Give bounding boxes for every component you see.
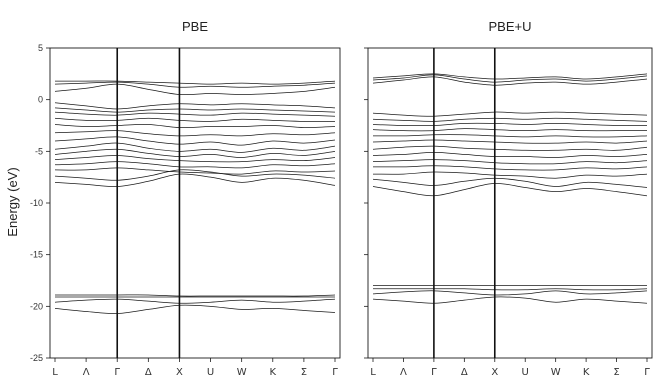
band-line-14 [372, 171, 648, 179]
x-tick-label-k: K [583, 367, 590, 378]
x-tick-label-gamma: Γ [332, 367, 338, 378]
band-line-3 [372, 76, 648, 86]
x-tick-label-gamma: Γ [644, 367, 650, 378]
x-tick-label-gamma: Γ [114, 367, 120, 378]
x-tick-label-l: L [370, 367, 376, 378]
band-line-16 [372, 182, 648, 197]
y-tick-label: -25 [30, 353, 43, 363]
band-line-13 [372, 165, 648, 171]
band-line-20 [54, 298, 336, 304]
x-tick-label-w: W [237, 367, 247, 378]
band-line-18 [373, 288, 648, 291]
panel-pbe-u: PBE+U L Λ Γ Δ X U W K Σ Γ [364, 19, 653, 378]
band-line-15 [54, 167, 336, 175]
band-line-10 [372, 145, 648, 151]
y-axis-label: Energy (eV) [5, 167, 20, 236]
band-line-11 [54, 142, 336, 153]
band-line-9 [54, 130, 336, 137]
band-line-8 [54, 124, 336, 129]
x-tick-label-u: U [207, 367, 214, 378]
band-line-7 [372, 128, 647, 132]
band-line-18 [54, 294, 336, 297]
x-tick-label-u: U [522, 367, 529, 378]
band-line-4 [372, 111, 648, 117]
x-tick-label-sigma: Σ [301, 367, 307, 378]
band-line-19 [372, 290, 648, 296]
y-tick-label: -5 [35, 146, 43, 156]
plot-frame [367, 47, 653, 359]
x-tick-label-w: W [551, 367, 561, 378]
x-tick-label-lambda: Λ [83, 367, 90, 378]
x-tick-label-k: K [269, 367, 276, 378]
band-line-17 [54, 173, 336, 187]
y-tick-label: -20 [30, 301, 43, 311]
x-tick-label-lambda: Λ [400, 367, 407, 378]
band-line-14 [54, 161, 336, 169]
band-line-21 [54, 304, 336, 314]
x-tick-label-sigma: Σ [613, 367, 619, 378]
band-line-12 [372, 159, 648, 165]
panel-title: PBE+U [489, 19, 532, 34]
panel-pbe: PBE 5 0 -5 -10 -15 -20 -25 L Λ Γ Δ X U W K Σ Γ [30, 19, 341, 378]
band-line-5 [54, 107, 336, 113]
band-line-8 [372, 134, 648, 138]
x-tick-label-l: L [52, 367, 58, 378]
x-tick-label-delta: Δ [461, 367, 468, 378]
band-line-6 [372, 122, 648, 127]
band-line-9 [372, 139, 648, 144]
band-line-2 [54, 81, 336, 88]
x-tick-label-x: X [491, 367, 498, 378]
band-line-10 [54, 136, 336, 146]
panel-title: PBE [182, 19, 208, 34]
band-line-3 [54, 83, 336, 96]
band-line-4 [54, 102, 336, 110]
band-line-12 [54, 148, 336, 158]
y-tick-label: 0 [38, 95, 43, 105]
band-line-13 [54, 155, 336, 163]
band-line-1 [55, 80, 336, 85]
x-tick-label-x: X [176, 367, 183, 378]
band-line-1 [372, 73, 648, 80]
band-line-16 [54, 169, 336, 181]
band-line-6 [54, 111, 336, 117]
band-line-15 [372, 177, 648, 188]
band-line-2 [372, 74, 648, 83]
band-line-11 [372, 151, 648, 158]
y-tick-label: -10 [30, 198, 43, 208]
band-line-20 [372, 296, 648, 304]
y-tick-label: 5 [38, 43, 43, 53]
y-tick-label: -15 [30, 250, 43, 260]
x-tick-label-delta: Δ [145, 367, 152, 378]
band-line-5 [372, 117, 648, 122]
band-line-7 [54, 117, 336, 122]
x-tick-label-gamma: Γ [431, 367, 437, 378]
